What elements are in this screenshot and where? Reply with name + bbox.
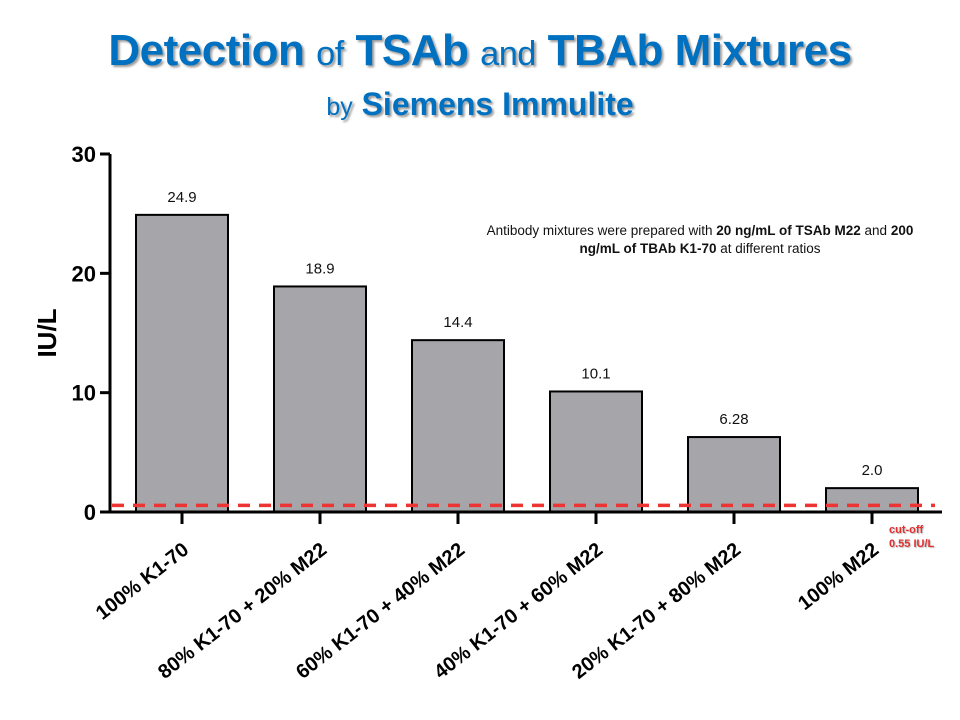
note-text: at different ratios — [716, 241, 821, 256]
title-part: TSAb — [355, 26, 469, 75]
note-bold: 200 ng/mL of TBAb K1-70 — [579, 223, 914, 256]
note-text: and — [860, 223, 891, 238]
data-label: 14.4 — [443, 314, 472, 331]
cutoff-label: cut-off 0.55 IU/L — [889, 523, 934, 551]
y-tick-label: 10 — [72, 381, 96, 406]
y-axis-label: IU/L — [32, 308, 62, 357]
bar — [135, 213, 229, 514]
note-bold: 20 ng/mL of TSAb M22 — [716, 223, 861, 238]
title-part: and — [480, 35, 536, 73]
bar — [549, 390, 643, 513]
bar — [687, 436, 781, 513]
annotation-note: Antibody mixtures were prepared with 20 … — [480, 222, 920, 258]
data-label: 6.28 — [719, 411, 748, 428]
y-tick-label: 20 — [72, 261, 96, 286]
title-part: Detection — [108, 26, 305, 75]
data-label: 2.0 — [862, 462, 883, 479]
subtitle-part: Siemens Immulite — [361, 86, 634, 122]
x-tick-label: 100% M22 — [794, 539, 883, 615]
chart-subtitle: by Siemens Immulite — [0, 86, 960, 123]
x-tick-label: 100% K1-70 — [92, 539, 193, 625]
data-label: 18.9 — [305, 260, 334, 277]
bar — [825, 487, 919, 513]
bar — [411, 339, 505, 513]
data-label: 10.1 — [581, 365, 610, 382]
bar — [273, 285, 367, 513]
chart-title: Detection of TSAb and TBAb Mixtures — [0, 26, 960, 76]
title-part: of — [316, 35, 344, 73]
y-tick-label: 30 — [72, 142, 96, 167]
title-part: TBAb Mixtures — [547, 26, 852, 75]
subtitle-part: by — [326, 93, 353, 121]
cutoff-label-line: cut-off — [889, 524, 924, 536]
y-tick-label: 0 — [84, 500, 96, 525]
cutoff-label-line: 0.55 IU/L — [889, 538, 935, 550]
data-label: 24.9 — [167, 189, 196, 206]
note-text: Antibody mixtures were prepared with — [486, 223, 717, 238]
